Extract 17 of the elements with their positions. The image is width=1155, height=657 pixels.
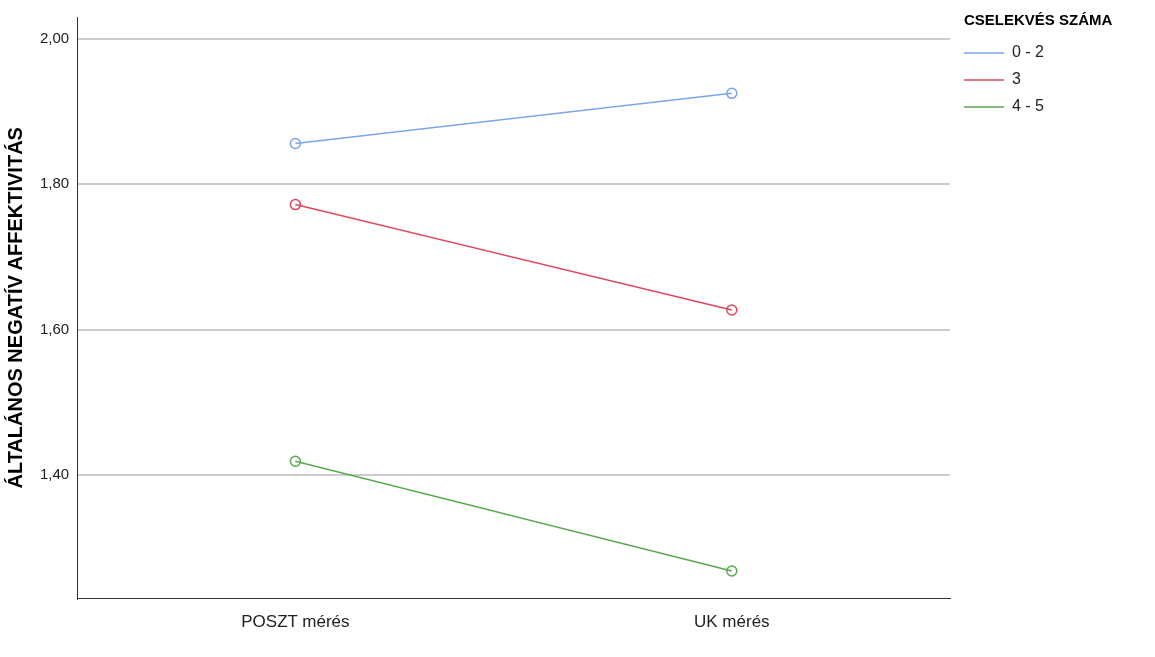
- x-tick-label: UK mérés: [694, 612, 770, 632]
- point: [726, 304, 738, 316]
- point: [289, 137, 302, 150]
- legend-label: 3: [1012, 70, 1021, 88]
- x-tick-label: POSZT mérés: [241, 612, 350, 632]
- legend-label: 4 - 5: [1012, 97, 1045, 115]
- legend-label: 0 - 2: [1012, 43, 1045, 61]
- y-tick-label: 2,00: [39, 28, 70, 46]
- point: [289, 455, 302, 467]
- point: [726, 565, 738, 577]
- point: [726, 87, 738, 100]
- legend-title: CSELEKVÉS SZÁMA: [964, 11, 1113, 29]
- y-tick-label: 1,40: [39, 465, 70, 483]
- y-tick-label: 1,80: [39, 174, 70, 192]
- y-axis-title: ÁLTALÁNOS NEGATÍV AFFEKTIVITÁS: [3, 127, 26, 489]
- y-tick-label: 1,60: [39, 319, 70, 337]
- point: [289, 198, 302, 211]
